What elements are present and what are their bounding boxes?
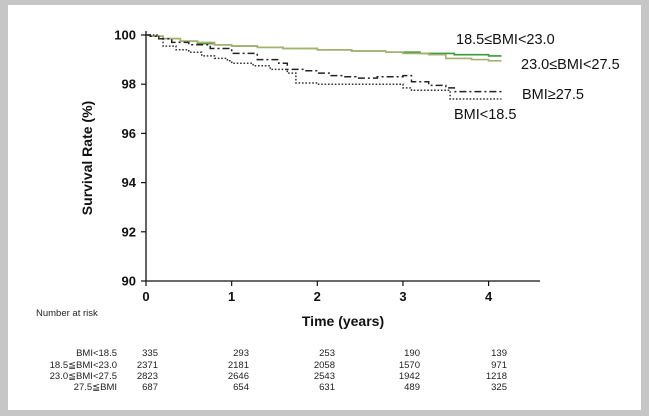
axes: 90 92 94 96 98 100 0 1 2 3 4	[114, 28, 540, 304]
x-tick-label: 4	[485, 289, 493, 304]
x-tick-label: 1	[228, 289, 235, 304]
y-tick-label: 94	[122, 175, 137, 190]
x-tick-label: 2	[314, 289, 321, 304]
y-tick-label: 96	[122, 126, 136, 141]
legend-label: 23.0≤BMI<27.5	[521, 57, 620, 73]
x-tick-label: 3	[399, 289, 406, 304]
survival-chart: 90 92 94 96 98 100 0 1 2 3 4 18.5≤BMI<23.0 23.0≤BMI…	[79, 28, 620, 330]
legend-label: BMI≥27.5	[522, 87, 584, 103]
figure-panel: 90 92 94 96 98 100 0 1 2 3 4 18.5≤BMI<23.0 23.0≤BMI…	[8, 5, 641, 410]
y-tick-label: 90	[122, 274, 136, 289]
y-tick-label: 100	[114, 28, 136, 43]
series-lines	[146, 34, 502, 100]
series-line-3	[146, 34, 502, 100]
x-tick-label: 0	[142, 289, 149, 304]
y-tick-label: 98	[122, 77, 136, 92]
series-line-2	[146, 34, 502, 93]
y-axis-title: Survival Rate (%)	[79, 101, 95, 215]
x-axis-title: Time (years)	[302, 313, 384, 329]
y-tick-label: 92	[122, 224, 136, 239]
legend-label: 18.5≤BMI<23.0	[456, 32, 555, 48]
series-line-1	[146, 34, 502, 62]
legend-labels: 18.5≤BMI<23.0 23.0≤BMI<27.5 BMI≥27.5 BMI<18…	[454, 32, 620, 123]
legend-label: BMI<18.5	[454, 107, 516, 123]
